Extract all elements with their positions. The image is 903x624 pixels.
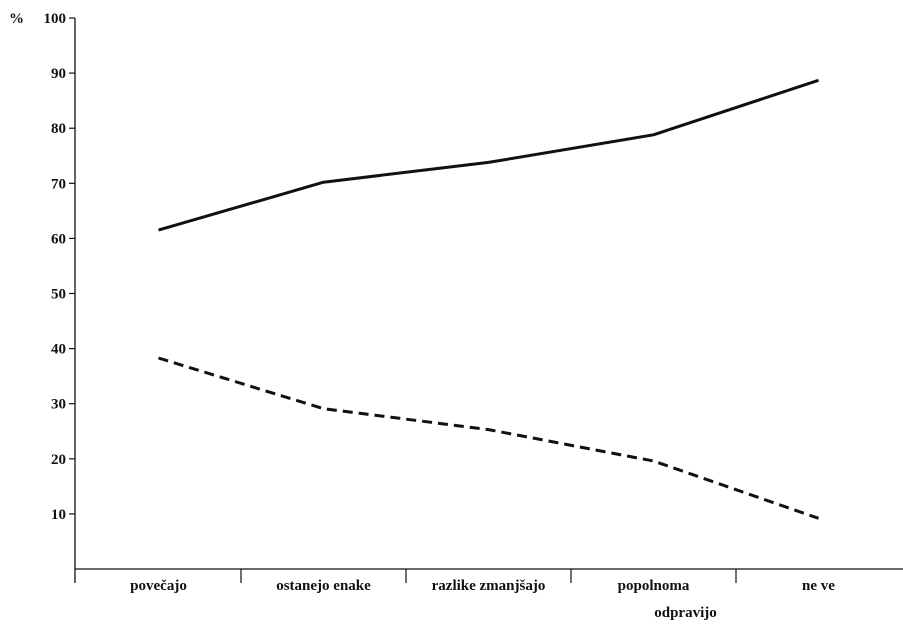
x-ticks: povečajo ostanejo enake razlike zmanjšajo p… — [130, 569, 835, 621]
series-solid-line — [158, 78, 819, 232]
series-group — [158, 78, 819, 520]
y-tick-label: 50 — [51, 287, 66, 303]
series-dashed-line — [158, 356, 819, 520]
x-tick-label: ostanejo enake — [276, 578, 371, 594]
y-unit-label: % — [9, 11, 24, 27]
y-tick-label: 70 — [51, 176, 66, 192]
y-tick-label: 40 — [51, 342, 66, 358]
y-tick-label: 10 — [51, 507, 66, 523]
x-tick-label: popolnoma — [618, 578, 690, 594]
x-tick-label: razlike zmanjšajo — [432, 578, 546, 594]
y-ticks: 10 20 30 40 50 60 70 80 90 100 — [44, 11, 75, 523]
x-tick-label: povečajo — [130, 578, 187, 594]
x-tick-label: ne ve — [802, 578, 835, 594]
y-tick-label: 100 — [44, 11, 67, 27]
y-tick-label: 30 — [51, 397, 66, 413]
y-tick-label: 20 — [51, 452, 66, 468]
y-tick-label: 90 — [51, 66, 66, 82]
x-tick-sublabel: odpravijo — [654, 605, 717, 621]
y-tick-label: 60 — [51, 231, 66, 247]
axes — [74, 18, 903, 583]
y-tick-label: 80 — [51, 121, 66, 137]
